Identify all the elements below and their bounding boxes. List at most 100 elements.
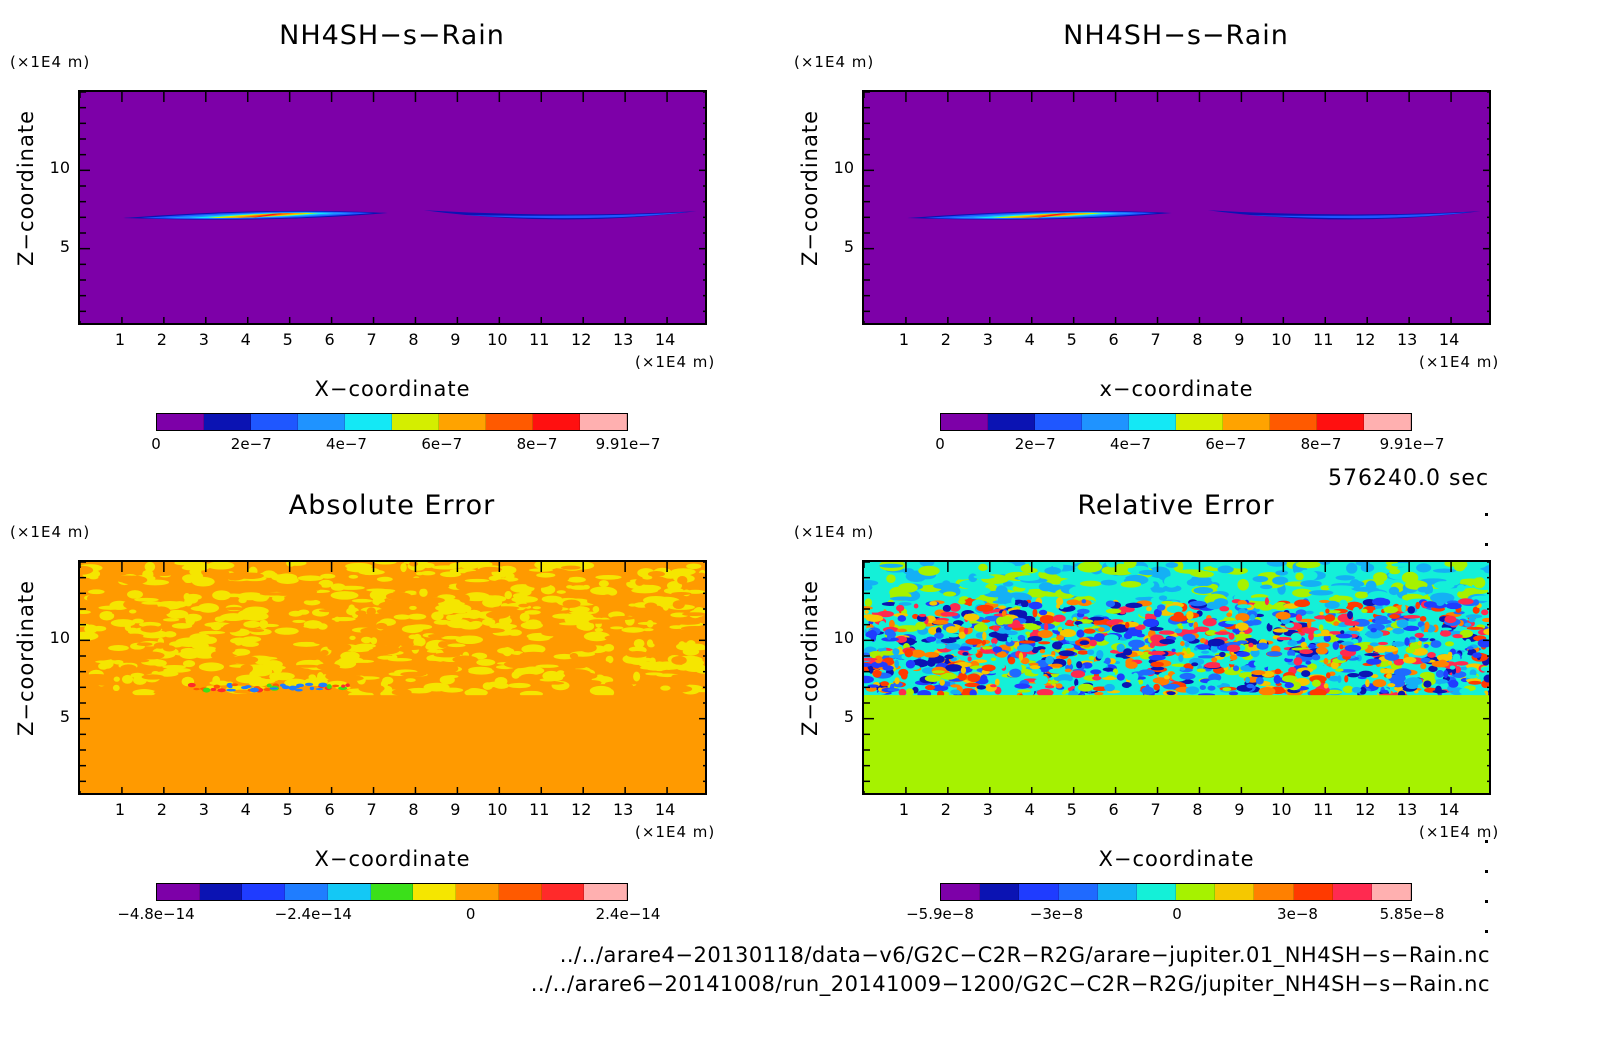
- noise-patch: [1137, 679, 1144, 685]
- noise-patch: [1088, 655, 1095, 661]
- noise-patch: [1182, 633, 1196, 642]
- noise-patch: [351, 598, 373, 603]
- y-axis-unit: (×1E4 m): [10, 523, 91, 541]
- noise-patch: [404, 590, 417, 595]
- noise-patch: [981, 639, 987, 646]
- noise-patch: [1435, 670, 1445, 678]
- noise-patch: [498, 617, 512, 625]
- noise-patch: [1125, 673, 1134, 681]
- noise-patch: [595, 574, 622, 580]
- noise-patch: [1361, 608, 1368, 614]
- noise-patch: [1256, 642, 1269, 650]
- noise-patch: [1146, 606, 1152, 612]
- noise-patch: [1335, 668, 1344, 672]
- noise-patch: [944, 654, 954, 660]
- noise-patch: [967, 673, 981, 683]
- noise-patch: [1419, 671, 1435, 679]
- noise-patch: [1193, 647, 1198, 651]
- noise-patch: [940, 638, 957, 644]
- noise-patch: [1325, 608, 1330, 614]
- noise-patch: [1324, 614, 1336, 622]
- noise-patch: [1391, 641, 1406, 647]
- noise-patch: [1016, 644, 1034, 653]
- x-tick-label: 12: [571, 800, 592, 819]
- noise-patch: [1375, 562, 1388, 568]
- noise-patch: [671, 592, 692, 596]
- noise-patch: [637, 621, 657, 626]
- noise-patch: [992, 625, 1000, 632]
- noise-patch: [1150, 666, 1165, 671]
- noise-patch: [507, 629, 522, 636]
- noise-patch: [1161, 600, 1174, 605]
- noise-patch: [950, 573, 975, 580]
- noise-patch: [633, 671, 641, 682]
- noise-patch: [163, 631, 177, 638]
- noise-patch: [1307, 643, 1316, 649]
- colorbar-segment: [345, 414, 392, 430]
- noise-patch: [222, 673, 235, 682]
- noise-patch: [1096, 650, 1104, 659]
- noise-patch: [260, 623, 279, 628]
- colorbar-segment: [1097, 884, 1137, 900]
- noise-patch: [524, 610, 541, 615]
- noise-patch: [1018, 652, 1024, 661]
- y-tick-label: 10: [49, 628, 70, 648]
- noise-patch: [1153, 683, 1160, 691]
- noise-patch: [1287, 639, 1298, 647]
- noise-patch: [1250, 565, 1260, 575]
- noise-patch: [1315, 647, 1328, 655]
- noise-patch: [671, 656, 687, 665]
- noise-patch: [1409, 639, 1417, 643]
- noise-patch: [1333, 621, 1339, 626]
- noise-patch: [1287, 649, 1296, 658]
- noise-patch: [642, 628, 654, 632]
- noise-patch: [1472, 652, 1482, 658]
- y-axis-label: Z−coordinate: [798, 110, 822, 266]
- noise-patch: [141, 601, 164, 605]
- noise-patch: [598, 580, 609, 588]
- colorbar-segment: [486, 414, 533, 430]
- noise-patch: [1138, 569, 1157, 576]
- noise-patch: [1383, 606, 1399, 614]
- noise-patch: [1164, 575, 1179, 588]
- noise-patch: [1205, 630, 1218, 636]
- colorbar-tick-label: 5.85e−8: [1379, 905, 1445, 923]
- noise-patch: [1377, 641, 1389, 646]
- noise-patch: [519, 588, 532, 596]
- noise-patch: [1236, 640, 1248, 644]
- noise-patch: [1102, 667, 1114, 672]
- colorbar-tick-label: 9.91e−7: [1379, 435, 1445, 453]
- noise-patch: [868, 666, 874, 674]
- noise-patch: [320, 573, 336, 579]
- noise-patch: [345, 645, 373, 653]
- noise-patch: [967, 656, 972, 662]
- noise-patch: [991, 637, 998, 645]
- noise-patch: [413, 637, 426, 647]
- x-tick-label: 1: [114, 330, 126, 349]
- noise-patch: [102, 665, 112, 669]
- plot-area: [862, 90, 1491, 325]
- heatmap-svg: [864, 562, 1489, 793]
- noise-patch: [1350, 633, 1358, 638]
- colorbar-segment: [392, 414, 439, 430]
- noise-patch: [164, 589, 178, 595]
- noise-patch: [1149, 626, 1164, 631]
- x-tick-label: 7: [366, 800, 377, 819]
- noise-patch: [681, 612, 705, 617]
- noise-patch: [1214, 631, 1231, 636]
- noise-patch: [1416, 563, 1432, 573]
- noise-patch: [558, 665, 586, 669]
- noise-patch: [1311, 679, 1321, 687]
- noise-patch: [887, 630, 896, 639]
- noise-patch: [1057, 626, 1063, 632]
- noise-patch: [511, 596, 539, 603]
- noise-patch: [1031, 667, 1042, 674]
- noise-patch: [1089, 616, 1105, 621]
- noise-patch: [583, 631, 611, 642]
- colorbar-segment: [1254, 884, 1294, 900]
- noise-patch: [1011, 597, 1016, 606]
- x-tick-label: 10: [487, 330, 508, 349]
- x-tick-label: 11: [1313, 330, 1334, 349]
- noise-patch: [433, 619, 452, 625]
- noise-patch: [1320, 585, 1331, 591]
